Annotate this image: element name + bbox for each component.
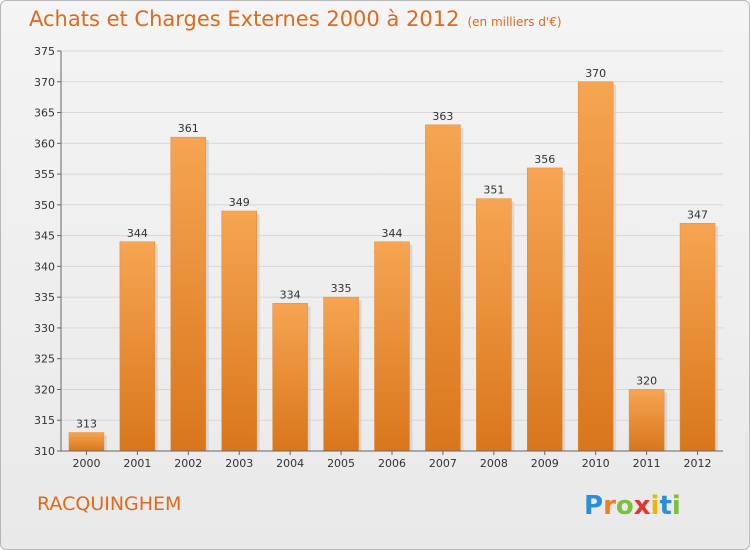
x-tick-label: 2000 — [72, 457, 100, 470]
x-tick-label: 2007 — [429, 457, 457, 470]
logo-letter: P — [584, 491, 604, 521]
commune-name: RACQUINGHEM — [37, 493, 182, 515]
axes: 3103153203253303353403453503553603653703… — [34, 45, 723, 470]
bar — [679, 223, 716, 452]
y-tick-label: 355 — [34, 168, 55, 181]
y-tick-label: 330 — [34, 322, 55, 335]
x-tick-label: 2001 — [123, 457, 151, 470]
y-tick-label: 350 — [34, 199, 55, 212]
y-tick-label: 340 — [34, 260, 55, 273]
logo-letter: t — [659, 491, 672, 521]
bar-value-label: 363 — [432, 110, 453, 123]
logo-letter: r — [603, 491, 616, 521]
y-tick-label: 365 — [34, 107, 55, 120]
logo-letter: x — [633, 491, 651, 521]
bars: 313 344 361 349 334 335 344 363 351 356 370 320 347 — [68, 67, 719, 452]
bar — [221, 210, 257, 452]
bar-value-label: 361 — [178, 122, 199, 135]
bar-value-label: 344 — [127, 227, 148, 240]
bar — [374, 241, 410, 452]
x-tick-label: 2004 — [276, 457, 304, 470]
y-tick-label: 345 — [34, 230, 55, 243]
y-tick-label: 325 — [34, 353, 55, 366]
y-tick-label: 370 — [34, 76, 55, 89]
bar-value-label: 313 — [76, 418, 97, 431]
x-tick-label: 2012 — [684, 457, 712, 470]
x-tick-label: 2010 — [582, 457, 610, 470]
chart-subtitle: (en milliers d'€) — [467, 15, 562, 29]
bar-value-label: 349 — [229, 196, 250, 209]
x-tick-label: 2005 — [327, 457, 355, 470]
bar-value-label: 356 — [534, 153, 555, 166]
bar — [170, 136, 207, 452]
bar — [272, 303, 308, 452]
proxiti-logo: Proxiti — [584, 491, 681, 521]
bar-value-label: 370 — [585, 67, 606, 80]
y-tick-label: 375 — [34, 45, 55, 58]
logo-letter: o — [615, 491, 634, 521]
bar-value-label: 320 — [636, 374, 657, 387]
bar-value-label: 344 — [382, 227, 403, 240]
x-tick-label: 2011 — [633, 457, 661, 470]
y-tick-label: 315 — [34, 414, 55, 427]
y-tick-label: 310 — [34, 445, 55, 458]
bar — [476, 198, 512, 452]
bar — [425, 124, 461, 452]
y-tick-label: 335 — [34, 291, 55, 304]
y-tick-label: 320 — [34, 383, 55, 396]
logo-letter: i — [671, 491, 681, 521]
bar-value-label: 351 — [483, 184, 504, 197]
logo-letter: i — [650, 491, 660, 521]
x-tick-label: 2008 — [480, 457, 508, 470]
x-tick-label: 2009 — [531, 457, 559, 470]
bar-value-label: 335 — [331, 282, 352, 295]
bar-value-label: 334 — [280, 288, 301, 301]
bar — [628, 389, 665, 452]
bar-value-label: 347 — [687, 208, 708, 221]
bar — [527, 167, 563, 452]
chart-title: Achats et Charges Externes 2000 à 2012 (e… — [29, 7, 562, 31]
x-tick-label: 2006 — [378, 457, 406, 470]
bar — [119, 241, 156, 452]
bar — [68, 432, 105, 452]
y-tick-label: 360 — [34, 137, 55, 150]
bar — [577, 81, 614, 452]
x-tick-label: 2002 — [174, 457, 202, 470]
bar — [323, 296, 359, 452]
x-tick-label: 2003 — [225, 457, 253, 470]
